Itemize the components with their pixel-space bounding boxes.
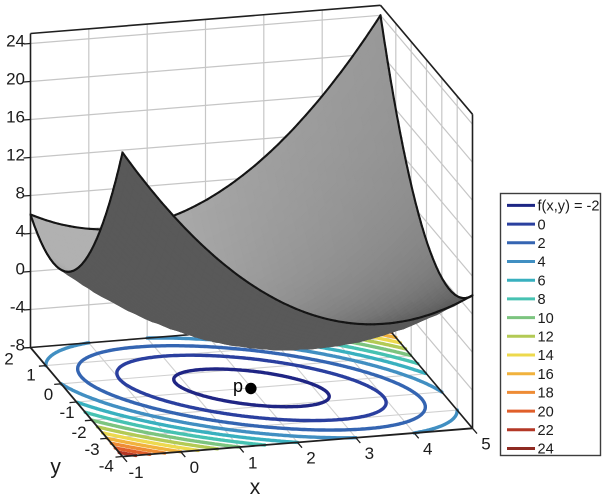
svg-text:0: 0: [538, 217, 546, 233]
svg-text:-4: -4: [99, 456, 114, 475]
svg-text:-1: -1: [128, 463, 143, 482]
svg-text:f(x,y) = -2: f(x,y) = -2: [538, 199, 600, 215]
svg-text:5: 5: [481, 435, 490, 454]
svg-text:12: 12: [6, 145, 25, 164]
svg-text:8: 8: [16, 183, 25, 202]
svg-text:-4: -4: [10, 297, 25, 316]
svg-text:4: 4: [16, 221, 25, 240]
svg-text:0: 0: [16, 259, 25, 278]
svg-text:14: 14: [538, 348, 554, 364]
svg-text:24: 24: [538, 442, 554, 458]
svg-text:22: 22: [538, 423, 554, 439]
svg-text:20: 20: [6, 69, 25, 88]
svg-text:2: 2: [538, 236, 546, 252]
svg-text:p: p: [233, 376, 243, 396]
svg-text:8: 8: [538, 292, 546, 308]
svg-text:24: 24: [6, 31, 25, 50]
svg-text:x: x: [250, 476, 261, 497]
svg-text:6: 6: [538, 273, 546, 289]
svg-text:16: 16: [6, 107, 25, 126]
svg-text:3: 3: [365, 444, 374, 463]
svg-text:4: 4: [538, 255, 546, 271]
svg-text:0: 0: [190, 458, 199, 477]
svg-text:2: 2: [4, 349, 13, 368]
svg-text:20: 20: [538, 404, 554, 420]
svg-text:1: 1: [248, 453, 257, 472]
svg-text:4: 4: [423, 439, 432, 458]
svg-text:y: y: [50, 456, 61, 479]
svg-text:0: 0: [44, 385, 53, 404]
svg-text:10: 10: [538, 311, 554, 327]
svg-text:-1: -1: [59, 403, 74, 422]
svg-text:16: 16: [538, 367, 554, 383]
svg-text:-3: -3: [84, 440, 99, 459]
svg-text:2: 2: [306, 449, 315, 468]
svg-text:1: 1: [26, 365, 35, 384]
svg-text:18: 18: [538, 386, 554, 402]
svg-text:12: 12: [538, 330, 554, 346]
